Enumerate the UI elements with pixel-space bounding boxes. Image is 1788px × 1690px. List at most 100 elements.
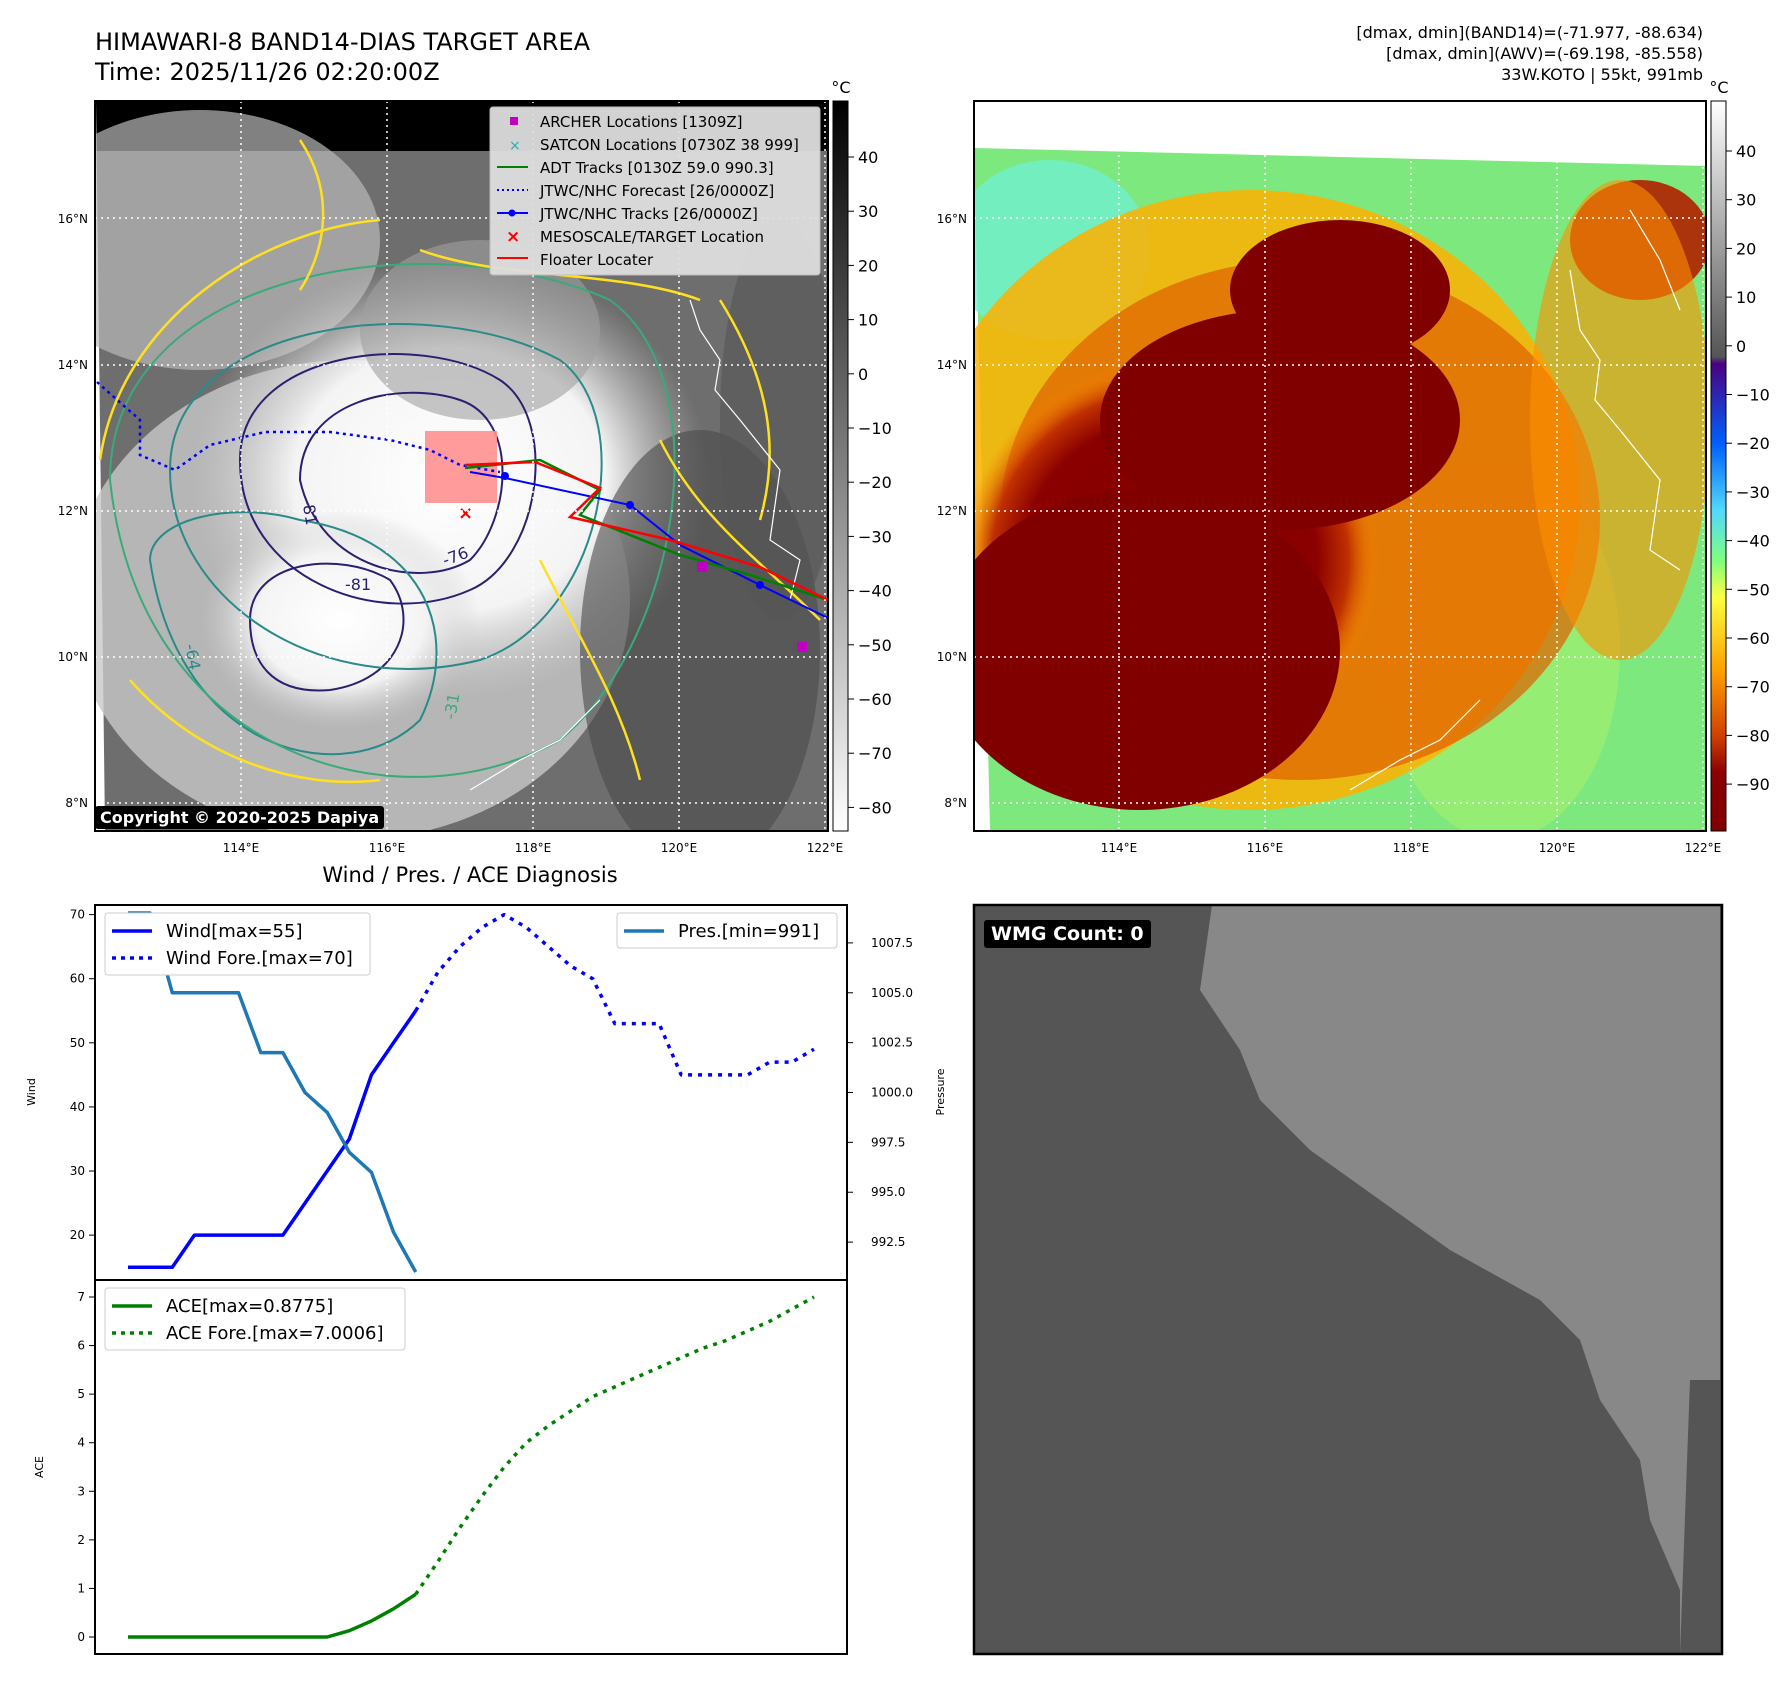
legend-ace: ACE[max=0.8775]	[166, 1296, 333, 1317]
lat-tick-label: 10°N	[58, 650, 88, 664]
contour-label-3: -81	[345, 575, 371, 594]
contour-label-1: -81	[298, 497, 321, 526]
y2-tick-label: 1002.5	[871, 1036, 913, 1050]
wmg-count-label: WMG Count: 0	[984, 920, 1151, 948]
colorbar-tick-label: −40	[1736, 532, 1770, 551]
wmg-panel	[972, 903, 1724, 1656]
colorbar-tick-label: −50	[858, 636, 892, 655]
colorbar-unit-1: °C	[831, 78, 850, 97]
colorbar-tick-label: −20	[1736, 434, 1770, 453]
legend-floater: Floater Locater	[540, 251, 654, 269]
legend-mesoscale: MESOSCALE/TARGET Location	[540, 228, 764, 246]
y-tick-label: 0	[77, 1630, 85, 1644]
series-line	[128, 911, 418, 1273]
y2-tick-label: 1005.0	[871, 986, 913, 1000]
wind-legend: Wind[max=55] Wind Fore.[max=70]	[104, 912, 371, 976]
lon-tick-label: 122°E	[807, 841, 844, 855]
colorbar-tick-label: 40	[858, 148, 878, 167]
colorbar-tick-label: 10	[858, 311, 878, 330]
lat-tick-label: 16°N	[58, 212, 88, 226]
diagnosis-title: Wind / Pres. / ACE Diagnosis	[322, 863, 617, 887]
colorbar-tick-label: 0	[1736, 337, 1746, 356]
colorbar-tick-label: −30	[1736, 483, 1770, 502]
legend-adt: ADT Tracks [0130Z 59.0 990.3]	[540, 159, 774, 177]
lon-tick-label: 118°E	[515, 841, 552, 855]
series-line	[128, 1592, 417, 1639]
y-tick-label: 1	[77, 1581, 85, 1595]
colorbar-tick-label: −10	[1736, 386, 1770, 405]
colorbar-unit-2: °C	[1709, 78, 1728, 97]
lat-tick-label: 12°N	[937, 504, 967, 518]
lon-tick-label: 114°E	[1101, 841, 1138, 855]
y-tick-label: 60	[70, 972, 85, 986]
svg-text:×: ×	[509, 138, 521, 154]
map-legend: × × ARCHER Locations [1309Z] SATCON Loca…	[489, 106, 821, 276]
lat-tick-label: 16°N	[937, 212, 967, 226]
colorbar-tick-label: −90	[1736, 775, 1770, 794]
y-tick-label: 3	[77, 1484, 85, 1498]
lat-tick-label: 14°N	[58, 358, 88, 372]
colorbar-tick-label: −60	[1736, 629, 1770, 648]
color-colorbar	[1710, 100, 1727, 832]
stats-awv: [dmax, dmin](AWV)=(-69.198, -85.558)	[1386, 44, 1703, 63]
y-tick-label: 4	[77, 1436, 85, 1450]
colorbar-tick-label: 0	[858, 365, 868, 384]
colorbar-tick-label: 30	[1736, 191, 1756, 210]
y-tick-label: 30	[70, 1164, 85, 1178]
ace-axis-label: ACE	[33, 1456, 46, 1478]
wind-axis-label: Wind	[25, 1078, 38, 1106]
lat-tick-label: 14°N	[937, 358, 967, 372]
legend-wind-forecast: Wind Fore.[max=70]	[166, 948, 353, 969]
ir-colorbar	[832, 100, 849, 832]
colorbar-tick-label: −30	[858, 527, 892, 546]
storm-info: 33W.KOTO | 55kt, 991mb	[1501, 65, 1703, 84]
y-tick-label: 20	[70, 1228, 85, 1242]
pressure-legend: Pres.[min=991]	[616, 912, 838, 949]
y-tick-label: 50	[70, 1036, 85, 1050]
figure-title: HIMAWARI-8 BAND14-DIAS TARGET AREA	[95, 28, 591, 56]
lon-tick-label: 120°E	[1539, 841, 1576, 855]
lon-tick-label: 120°E	[661, 841, 698, 855]
colorbar-tick-label: −50	[1736, 580, 1770, 599]
lon-tick-label: 114°E	[223, 841, 260, 855]
colorbar-tick-label: 20	[858, 256, 878, 275]
lat-tick-label: 8°N	[65, 796, 88, 810]
y-tick-label: 70	[70, 908, 85, 922]
lon-tick-label: 122°E	[1685, 841, 1722, 855]
colorbar-tick-label: −70	[858, 744, 892, 763]
legend-pressure: Pres.[min=991]	[678, 921, 819, 942]
archer-marker	[797, 642, 807, 652]
color-ir-map-panel	[974, 101, 1706, 831]
svg-text:×: ×	[506, 227, 520, 247]
y2-tick-label: 997.5	[871, 1135, 905, 1149]
legend-jtwc-forecast: JTWC/NHC Forecast [26/0000Z]	[539, 182, 774, 200]
lat-tick-label: 10°N	[937, 650, 967, 664]
legend-ace-forecast: ACE Fore.[max=7.0006]	[166, 1323, 384, 1344]
series-line	[414, 912, 815, 1077]
colorbar-tick-label: 40	[1736, 142, 1756, 161]
series-line	[414, 1295, 815, 1596]
y2-tick-label: 995.0	[871, 1185, 905, 1199]
colorbar-tick-label: 20	[1736, 239, 1756, 258]
ace-legend: ACE[max=0.8775] ACE Fore.[max=7.0006]	[104, 1287, 406, 1351]
legend-jtwc-tracks: JTWC/NHC Tracks [26/0000Z]	[539, 205, 758, 223]
y2-tick-label: 1007.5	[871, 936, 913, 950]
y-tick-label: 40	[70, 1100, 85, 1114]
y-tick-label: 2	[77, 1533, 85, 1547]
colorbar-tick-label: 10	[1736, 288, 1756, 307]
legend-archer: ARCHER Locations [1309Z]	[540, 113, 743, 131]
colorbar-tick-label: −70	[1736, 678, 1770, 697]
legend-wind: Wind[max=55]	[166, 921, 303, 942]
legend-satcon: SATCON Locations [0730Z 38 999]	[540, 136, 799, 154]
colorbar-tick-label: −40	[858, 582, 892, 601]
lat-tick-label: 12°N	[58, 504, 88, 518]
colorbar-tick-label: −20	[858, 473, 892, 492]
y-tick-label: 7	[77, 1290, 85, 1304]
lon-tick-label: 116°E	[369, 841, 406, 855]
contour-label-5: -31	[440, 692, 463, 721]
lon-tick-label: 116°E	[1247, 841, 1284, 855]
ace-chart: 7 6 5 4 3 2 1 0	[77, 1290, 815, 1644]
series-line	[128, 1009, 418, 1269]
colorbar-tick-label: −80	[1736, 726, 1770, 745]
